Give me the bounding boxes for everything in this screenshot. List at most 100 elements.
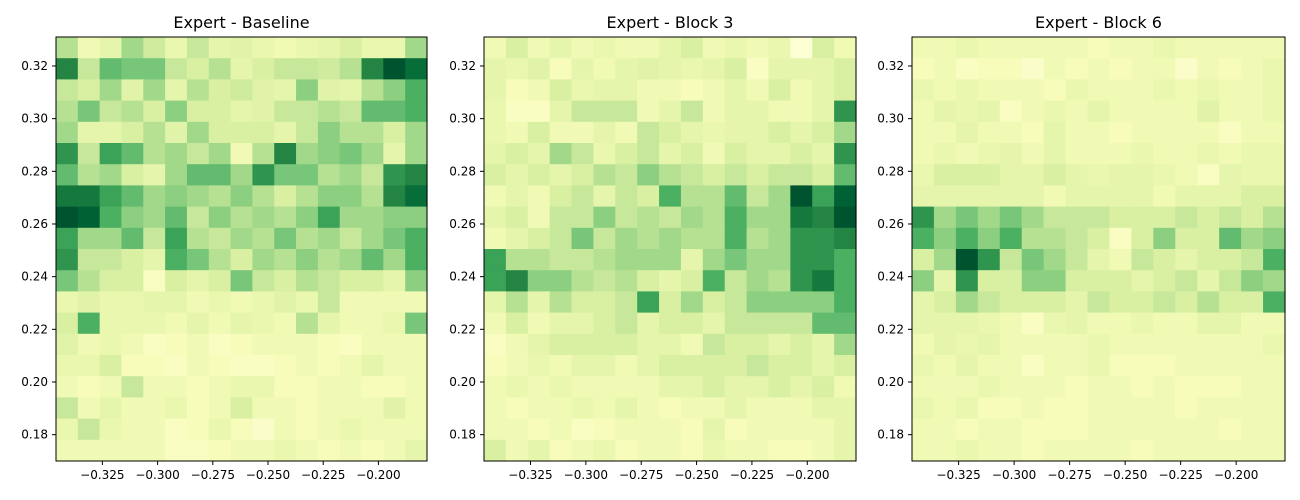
y-tick-label: 0.30 bbox=[21, 112, 48, 126]
heatmap-cell bbox=[999, 333, 1023, 356]
heatmap-cell bbox=[1153, 312, 1176, 335]
heatmap-cell bbox=[1065, 206, 1089, 229]
heatmap-cell bbox=[1043, 439, 1067, 462]
heatmap-cell bbox=[1065, 79, 1089, 102]
heatmap-cell bbox=[77, 185, 101, 208]
heatmap-cell bbox=[571, 58, 595, 80]
heatmap-cell bbox=[746, 249, 770, 271]
x-tick-label: −0.300 bbox=[564, 468, 608, 482]
heatmap-cell bbox=[56, 418, 79, 441]
y-tick-label: 0.20 bbox=[21, 375, 48, 389]
heatmap-cell bbox=[230, 270, 254, 292]
heatmap-cell bbox=[571, 143, 595, 165]
heatmap-cell bbox=[1043, 143, 1067, 165]
heatmap-cell bbox=[615, 312, 638, 335]
heatmap-cell bbox=[999, 100, 1023, 123]
heatmap-cell bbox=[702, 333, 726, 356]
heatmap-cell bbox=[383, 355, 406, 377]
heatmap-cell bbox=[680, 312, 704, 335]
heatmap-cell bbox=[615, 291, 638, 314]
y-tick-label: 0.30 bbox=[449, 112, 476, 126]
heatmap-cell bbox=[505, 270, 529, 292]
heatmap-cell bbox=[637, 121, 660, 144]
y-tick-label: 0.28 bbox=[449, 164, 476, 178]
heatmap-cell bbox=[768, 227, 791, 250]
heatmap-cell bbox=[165, 206, 188, 229]
heatmap-cell bbox=[659, 291, 682, 314]
heatmap-cell bbox=[1219, 143, 1242, 165]
heatmap-cell bbox=[1021, 58, 1045, 80]
heatmap-cell bbox=[405, 249, 428, 271]
heatmap-cell bbox=[999, 397, 1023, 420]
heatmap-cells bbox=[56, 37, 428, 462]
heatmap-cell bbox=[339, 418, 363, 441]
heatmap-cell bbox=[56, 355, 79, 377]
heatmap-cell bbox=[659, 355, 682, 377]
heatmap-cell bbox=[999, 439, 1023, 462]
heatmap-cell bbox=[274, 355, 297, 377]
heatmap-cell bbox=[1197, 355, 1220, 377]
panel-title: Expert - Block 6 bbox=[1035, 13, 1162, 32]
y-axis-ticks: 0.18 0.20 0.22 0.24 0.26 0.28 0.30 0.32 bbox=[449, 59, 484, 442]
heatmap-cell bbox=[1175, 439, 1198, 462]
heatmap-cell bbox=[99, 291, 123, 314]
heatmap-cell bbox=[317, 79, 341, 102]
heatmap-cell bbox=[1087, 58, 1111, 80]
heatmap-cell bbox=[317, 185, 341, 208]
heatmap-cell bbox=[977, 333, 1001, 356]
heatmap-cell bbox=[1241, 164, 1264, 186]
heatmap-cell bbox=[702, 164, 726, 186]
heatmap-cell bbox=[955, 79, 979, 102]
y-tick-label: 0.18 bbox=[877, 428, 904, 442]
heatmap-cell bbox=[549, 270, 573, 292]
heatmap-cell bbox=[230, 121, 254, 144]
heatmap-cell bbox=[549, 249, 573, 271]
heatmap-cell bbox=[56, 100, 79, 123]
heatmap-cell bbox=[361, 333, 384, 356]
heatmap-cell bbox=[505, 439, 529, 462]
heatmap-cell bbox=[274, 291, 297, 314]
heatmap-cell bbox=[1021, 418, 1045, 441]
heatmap-cell bbox=[955, 37, 979, 59]
heatmap-cell bbox=[1153, 100, 1176, 123]
heatmap-cell bbox=[527, 397, 551, 420]
heatmap-cell bbox=[99, 100, 123, 123]
heatmap-cell bbox=[339, 185, 363, 208]
heatmap-cell bbox=[208, 376, 232, 398]
heatmap-cell bbox=[571, 376, 595, 398]
heatmap-cell bbox=[1065, 143, 1089, 165]
heatmap-cell bbox=[99, 37, 123, 59]
heatmap-cell bbox=[1263, 185, 1286, 208]
y-axis-ticks: 0.18 0.20 0.22 0.24 0.26 0.28 0.30 0.32 bbox=[21, 59, 56, 442]
heatmap-cell bbox=[383, 333, 406, 356]
heatmap-cell bbox=[99, 58, 123, 80]
heatmap-cell bbox=[165, 227, 188, 250]
heatmap-cell bbox=[768, 164, 791, 186]
heatmap-cell bbox=[977, 58, 1001, 80]
heatmap-cell bbox=[790, 439, 813, 462]
heatmap-cell bbox=[527, 143, 551, 165]
heatmap-cell bbox=[1043, 164, 1067, 186]
heatmap-cell bbox=[317, 333, 341, 356]
heatmap-cell bbox=[361, 439, 384, 462]
heatmap-cell bbox=[1043, 185, 1067, 208]
heatmap-cell bbox=[1109, 397, 1133, 420]
heatmap-cell bbox=[1153, 376, 1176, 398]
heatmap-cell bbox=[505, 355, 529, 377]
heatmap-cell bbox=[505, 249, 529, 271]
heatmap-cell bbox=[593, 418, 616, 441]
heatmap-cell bbox=[1043, 270, 1067, 292]
heatmap-cell bbox=[593, 355, 616, 377]
panel-title: Expert - Block 3 bbox=[607, 13, 734, 32]
heatmap-cell bbox=[383, 227, 406, 250]
heatmap-cell bbox=[1087, 355, 1111, 377]
heatmap-cell bbox=[230, 143, 254, 165]
heatmap-cell bbox=[1153, 397, 1176, 420]
heatmap-cell bbox=[1241, 227, 1264, 250]
heatmap-cell bbox=[702, 397, 726, 420]
heatmap-cell bbox=[549, 37, 573, 59]
heatmap-cell bbox=[1175, 312, 1198, 335]
heatmap-cell bbox=[955, 121, 979, 144]
heatmap-cell bbox=[571, 249, 595, 271]
heatmap-cell bbox=[361, 227, 384, 250]
